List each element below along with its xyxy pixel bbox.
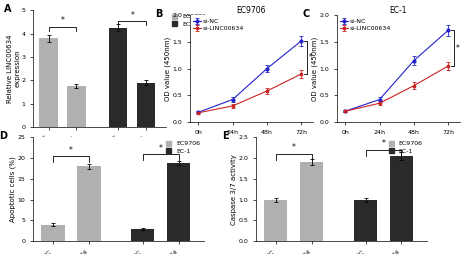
Bar — [390, 156, 413, 241]
Bar — [131, 229, 155, 241]
Bar — [67, 86, 86, 127]
Text: D: D — [0, 131, 7, 141]
Text: *: * — [159, 144, 163, 153]
Legend: EC9706, EC-1: EC9706, EC-1 — [165, 140, 201, 154]
Bar — [77, 166, 100, 241]
Title: EC9706: EC9706 — [237, 6, 266, 15]
Text: *: * — [456, 44, 459, 53]
Text: B: B — [155, 9, 163, 19]
Y-axis label: Apoptotic cells (%): Apoptotic cells (%) — [10, 156, 16, 222]
Bar — [264, 200, 287, 241]
Legend: EC9706, EC-1: EC9706, EC-1 — [388, 140, 423, 154]
Bar — [167, 163, 191, 241]
Bar — [109, 28, 128, 127]
Text: E: E — [222, 131, 228, 141]
Y-axis label: OD value (450nm): OD value (450nm) — [164, 37, 171, 101]
Text: *: * — [130, 10, 134, 20]
Bar — [41, 225, 64, 241]
Text: *: * — [309, 53, 312, 62]
Text: C: C — [302, 9, 309, 19]
Text: *: * — [61, 16, 64, 25]
Bar — [300, 162, 323, 241]
Y-axis label: Caspase 3/7 activity: Caspase 3/7 activity — [231, 154, 237, 225]
Legend: si-NC, si-LINC00634: si-NC, si-LINC00634 — [340, 18, 392, 31]
Bar — [39, 38, 58, 127]
Bar — [354, 200, 377, 241]
Title: EC-1: EC-1 — [390, 6, 407, 15]
Legend: EC9706, EC-1: EC9706, EC-1 — [172, 13, 207, 27]
Legend: si-NC, si-LINC00634: si-NC, si-LINC00634 — [193, 18, 245, 31]
Text: *: * — [292, 143, 296, 152]
Text: *: * — [382, 139, 385, 148]
Y-axis label: OD value (450nm): OD value (450nm) — [311, 37, 318, 101]
Y-axis label: Relative LINC00634
expression: Relative LINC00634 expression — [7, 34, 20, 103]
Text: *: * — [69, 146, 73, 155]
Bar — [137, 83, 155, 127]
Text: A: A — [4, 4, 11, 14]
